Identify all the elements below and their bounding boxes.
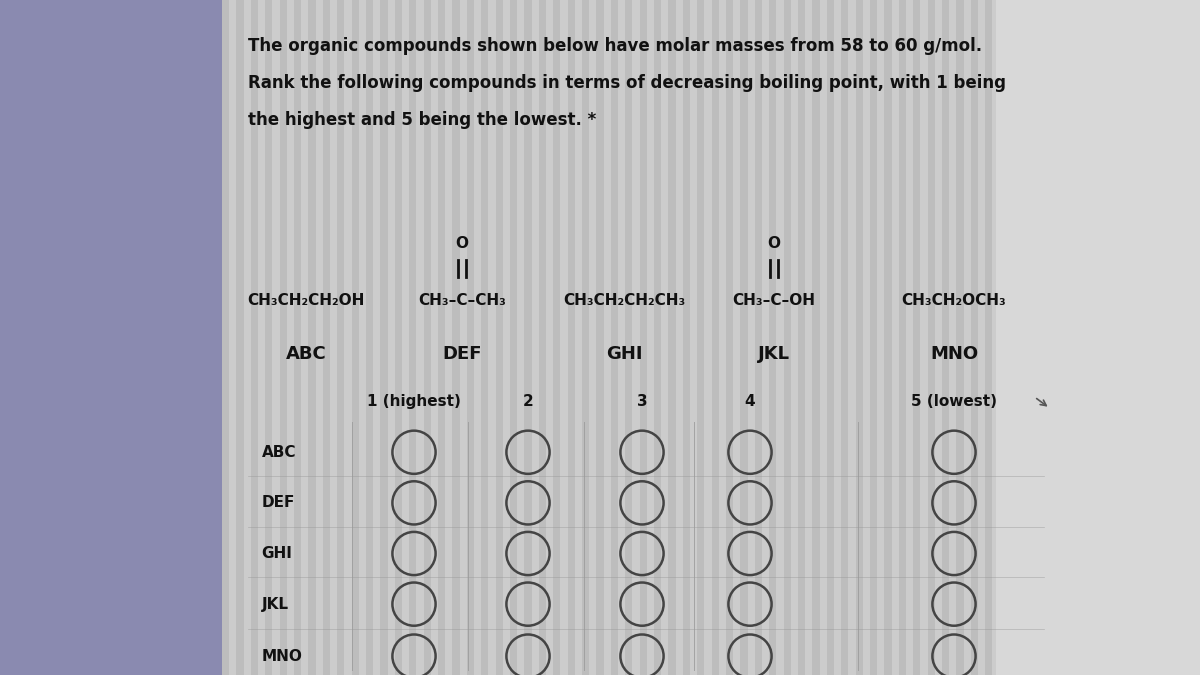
Text: 3: 3	[637, 394, 647, 409]
Text: JKL: JKL	[758, 346, 790, 363]
Bar	[712, 0, 719, 675]
Text: DEF: DEF	[262, 495, 295, 510]
Bar	[625, 0, 632, 675]
Bar	[683, 0, 690, 675]
Bar	[380, 0, 388, 675]
Text: 4: 4	[745, 394, 755, 409]
Bar	[827, 0, 834, 675]
Bar	[870, 0, 877, 675]
Bar	[582, 0, 589, 675]
Bar	[740, 0, 748, 675]
Text: 1 (highest): 1 (highest)	[367, 394, 461, 409]
Bar	[251, 0, 258, 675]
Text: CH₃CH₂OCH₃: CH₃CH₂OCH₃	[901, 293, 1007, 308]
Text: Rank the following compounds in terms of decreasing boiling point, with 1 being: Rank the following compounds in terms of…	[248, 74, 1007, 92]
Text: DEF: DEF	[443, 346, 481, 363]
Bar	[841, 0, 848, 675]
Text: O: O	[768, 236, 780, 250]
Text: GHI: GHI	[262, 546, 293, 561]
Bar	[337, 0, 344, 675]
Bar	[438, 0, 445, 675]
Bar	[1057, 0, 1064, 675]
Bar	[596, 0, 604, 675]
Text: 2: 2	[523, 394, 533, 409]
Bar	[668, 0, 676, 675]
Bar	[1086, 0, 1093, 675]
Text: CH₃CH₂CH₂OH: CH₃CH₂CH₂OH	[247, 293, 365, 308]
Bar	[395, 0, 402, 675]
Bar	[222, 0, 1200, 675]
Text: the highest and 5 being the lowest. *: the highest and 5 being the lowest. *	[248, 111, 596, 130]
Text: MNO: MNO	[930, 346, 978, 363]
Bar	[769, 0, 776, 675]
Bar	[856, 0, 863, 675]
Bar	[467, 0, 474, 675]
Bar	[798, 0, 805, 675]
Bar	[1100, 0, 1108, 675]
Bar	[1043, 0, 1050, 675]
Bar	[697, 0, 704, 675]
Bar	[1115, 0, 1122, 675]
Bar	[510, 0, 517, 675]
Bar	[928, 0, 935, 675]
Text: CH₃CH₂CH₂CH₃: CH₃CH₂CH₂CH₃	[563, 293, 685, 308]
Bar	[236, 0, 244, 675]
Text: 5 (lowest): 5 (lowest)	[911, 394, 997, 409]
Text: The organic compounds shown below have molar masses from 58 to 60 g/mol.: The organic compounds shown below have m…	[248, 37, 983, 55]
Text: JKL: JKL	[262, 597, 289, 612]
Text: O: O	[456, 236, 468, 250]
Text: MNO: MNO	[262, 649, 302, 664]
Bar	[956, 0, 964, 675]
Text: ABC: ABC	[262, 445, 296, 460]
Bar	[323, 0, 330, 675]
Text: CH₃–C–CH₃: CH₃–C–CH₃	[418, 293, 506, 308]
Bar	[1158, 0, 1165, 675]
Bar	[899, 0, 906, 675]
Bar	[985, 0, 992, 675]
Bar	[1144, 0, 1151, 675]
Bar	[352, 0, 359, 675]
Bar	[1014, 0, 1021, 675]
Bar	[755, 0, 762, 675]
Bar	[913, 0, 920, 675]
Bar	[452, 0, 460, 675]
Bar	[1187, 0, 1194, 675]
Bar	[1028, 0, 1036, 675]
Bar	[654, 0, 661, 675]
Bar	[942, 0, 949, 675]
Bar	[784, 0, 791, 675]
Bar	[539, 0, 546, 675]
Bar	[409, 0, 416, 675]
Bar	[496, 0, 503, 675]
Bar	[222, 0, 229, 675]
Bar	[308, 0, 316, 675]
Bar	[884, 0, 892, 675]
Bar	[812, 0, 820, 675]
Bar	[996, 0, 1200, 675]
Bar	[568, 0, 575, 675]
Bar	[1172, 0, 1180, 675]
Bar	[640, 0, 647, 675]
Bar	[0, 0, 222, 675]
Bar	[553, 0, 560, 675]
Bar	[481, 0, 488, 675]
Bar	[524, 0, 532, 675]
Bar	[366, 0, 373, 675]
Text: ABC: ABC	[286, 346, 326, 363]
Bar	[971, 0, 978, 675]
Text: CH₃–C–OH: CH₃–C–OH	[732, 293, 816, 308]
Bar	[424, 0, 431, 675]
Bar	[1072, 0, 1079, 675]
Bar	[294, 0, 301, 675]
Bar	[265, 0, 272, 675]
Bar	[280, 0, 287, 675]
Bar	[1000, 0, 1007, 675]
Text: GHI: GHI	[606, 346, 642, 363]
Bar	[726, 0, 733, 675]
Bar	[611, 0, 618, 675]
Bar	[1129, 0, 1136, 675]
